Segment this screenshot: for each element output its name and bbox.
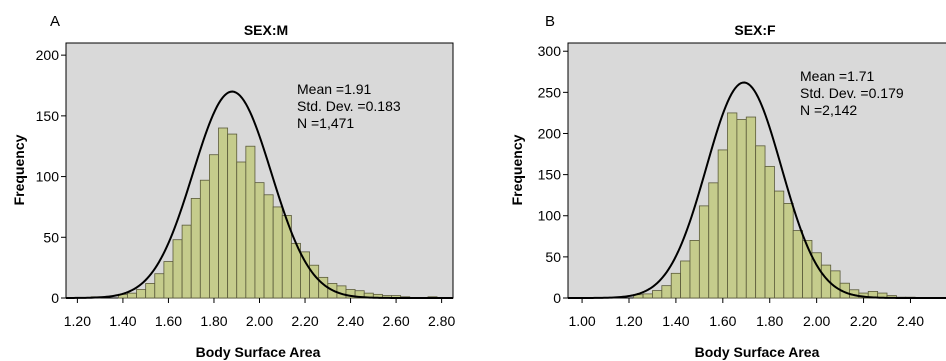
panel-b-y-axis: 0 50 100 150 200 250 300 xyxy=(538,43,568,306)
panel-a-title: SEX:M xyxy=(244,22,288,38)
x-tick-label: 2.80 xyxy=(428,313,455,329)
y-tick-label: 50 xyxy=(545,249,561,265)
histogram-bar xyxy=(755,145,766,299)
histogram-bar xyxy=(181,224,192,299)
panel-b-mean: Mean =1.71 xyxy=(800,68,875,84)
panel-b-xlabel: Body Surface Area xyxy=(695,344,820,360)
y-tick-label: 250 xyxy=(538,84,562,100)
histogram-bar xyxy=(172,239,183,299)
histogram-bar xyxy=(136,289,147,299)
x-tick-label: 1.20 xyxy=(615,313,642,329)
histogram-bar xyxy=(163,261,174,299)
histogram-bar xyxy=(708,182,719,299)
histogram-bar xyxy=(263,194,274,299)
histogram-bar xyxy=(727,112,738,299)
y-tick-label: 300 xyxy=(538,43,562,59)
histogram-bar xyxy=(783,203,794,299)
y-tick-label: 200 xyxy=(36,47,60,63)
x-tick-label: 2.00 xyxy=(246,313,273,329)
histogram-bar xyxy=(145,283,156,299)
y-tick-label: 0 xyxy=(51,290,59,306)
histogram-bar xyxy=(127,292,137,299)
histogram-bar xyxy=(199,179,210,299)
y-tick-label: 100 xyxy=(36,169,60,185)
histogram-bar xyxy=(218,127,229,299)
panel-b-x-axis: 1.00 1.20 1.40 1.60 1.80 2.00 2.20 2.40 xyxy=(568,298,924,329)
x-tick-label: 2.60 xyxy=(382,313,409,329)
panel-b-normal-curve xyxy=(568,81,946,299)
x-tick-label: 2.40 xyxy=(897,313,924,329)
histogram-bar xyxy=(209,154,219,299)
x-tick-label: 2.20 xyxy=(850,313,877,329)
x-tick-label: 1.40 xyxy=(662,313,689,329)
panel-a-ylabel: Frequency xyxy=(11,134,27,205)
x-tick-label: 2.20 xyxy=(291,313,318,329)
histogram-bar xyxy=(670,272,681,299)
histogram-bar xyxy=(642,293,653,299)
x-tick-label: 1.00 xyxy=(568,313,595,329)
y-tick-label: 200 xyxy=(538,125,562,141)
x-tick-label: 1.60 xyxy=(709,313,736,329)
histogram-bar xyxy=(661,285,672,299)
histogram-bar xyxy=(774,190,785,299)
x-tick-label: 1.80 xyxy=(200,313,227,329)
histogram-bar xyxy=(272,206,283,299)
histogram-bar xyxy=(764,165,775,299)
histogram-bar xyxy=(698,205,710,299)
panel-a-sd: Std. Dev. =0.183 xyxy=(297,98,401,114)
histogram-bar xyxy=(227,133,238,299)
histogram-bar xyxy=(254,182,265,299)
panel-a-normal-curve xyxy=(66,90,453,299)
panel-a-y-axis: 0 50 100 150 200 xyxy=(36,47,66,306)
histogram-bar xyxy=(717,149,728,299)
x-tick-label: 1.40 xyxy=(109,313,136,329)
histogram-bar xyxy=(689,240,700,299)
histogram-bar xyxy=(236,161,247,299)
histogram-bar xyxy=(300,251,310,299)
panel-a-xlabel: Body Surface Area xyxy=(196,344,321,360)
panel-b-bars xyxy=(633,112,916,299)
histogram-bar xyxy=(154,273,165,299)
histogram-bar xyxy=(802,240,813,299)
y-tick-label: 0 xyxy=(553,290,561,306)
x-tick-label: 1.60 xyxy=(155,313,182,329)
y-tick-label: 150 xyxy=(36,108,60,124)
panel-b-letter: B xyxy=(545,13,555,30)
y-tick-label: 100 xyxy=(538,208,562,224)
panel-a-letter: A xyxy=(50,13,60,30)
x-tick-label: 1.80 xyxy=(756,313,783,329)
panel-b-n: N =2,142 xyxy=(800,102,857,118)
panel-a: A SEX:M 0 50 100 150 200 1.20 1.40 1.60 1.80 2.0… xyxy=(11,13,455,360)
panel-b-sd: Std. Dev. =0.179 xyxy=(800,85,904,101)
y-tick-label: 150 xyxy=(538,167,562,183)
histogram-bar xyxy=(792,230,803,299)
x-tick-label: 2.00 xyxy=(803,313,830,329)
histogram-bar xyxy=(245,145,256,299)
x-tick-label: 2.40 xyxy=(337,313,364,329)
y-tick-label: 50 xyxy=(43,229,59,245)
histogram-bar xyxy=(680,260,691,299)
panel-a-n: N =1,471 xyxy=(297,115,354,131)
histogram-bar xyxy=(736,119,747,299)
panel-a-bars xyxy=(90,127,438,299)
histogram-bar xyxy=(652,290,663,299)
histogram-bar xyxy=(745,116,757,299)
panel-b-title: SEX:F xyxy=(734,22,776,38)
x-tick-label: 1.20 xyxy=(64,313,91,329)
panel-a-mean: Mean =1.91 xyxy=(297,81,372,97)
histogram-bar xyxy=(190,198,201,299)
panel-a-x-axis: 1.20 1.40 1.60 1.80 2.00 2.20 2.40 2.60 2.80 xyxy=(64,298,455,329)
panel-b-ylabel: Frequency xyxy=(509,134,525,205)
